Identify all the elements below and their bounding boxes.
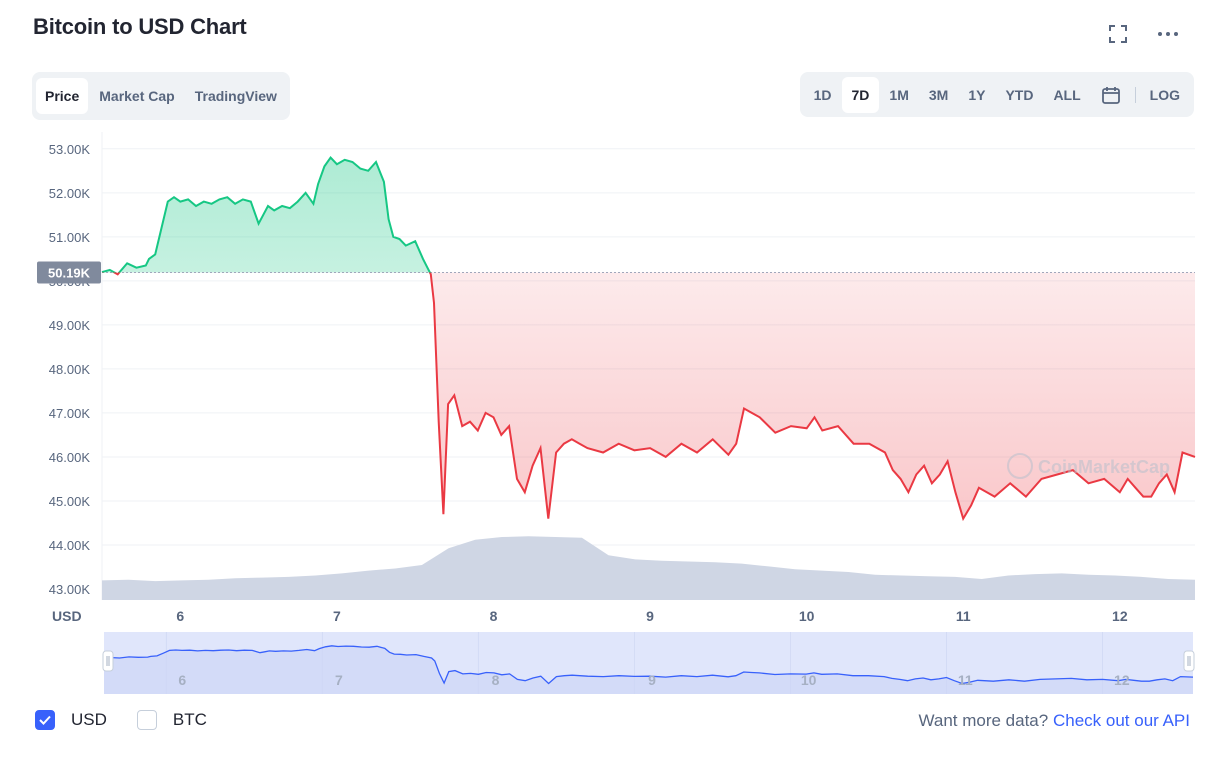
price-area-up: [102, 157, 430, 273]
reference-label: 50.19K: [37, 261, 101, 284]
btc-checkbox-label: BTC: [172, 710, 207, 729]
range-tab-3m[interactable]: 3M: [928, 86, 949, 103]
range-tabs: 1D 7D 1M 3M 1Y YTD ALL LOG: [799, 72, 1194, 117]
navigator-line: [103, 645, 1194, 685]
navigator-tick-label: 11: [958, 672, 973, 688]
price-line-down: [102, 272, 1196, 522]
range-tab-7d[interactable]: 7D: [841, 76, 880, 113]
y-tick-label: 43.00K: [49, 582, 91, 597]
reference-label-bg: [37, 261, 101, 284]
tab-tradingview[interactable]: TradingView: [194, 88, 277, 104]
page-title: Bitcoin to USD Chart: [33, 14, 247, 39]
price-area-down: [102, 272, 1195, 519]
chart-type-tabs: Price Market Cap TradingView: [32, 72, 290, 120]
api-link[interactable]: Check out our API: [1052, 711, 1190, 730]
calendar-icon[interactable]: [1091, 77, 1131, 113]
watermark: CoinMarketCap: [1007, 453, 1170, 479]
log-toggle-button[interactable]: LOG: [1149, 86, 1180, 103]
navigator-tick-label: 9: [648, 672, 656, 688]
price-area: [102, 157, 1195, 519]
x-tick-label: 11: [956, 608, 971, 624]
more-data-text: Want more data? Check out our API: [918, 711, 1190, 731]
divider: [1134, 86, 1136, 103]
navigator-area: [104, 645, 1193, 694]
y-tick-label: 51.00K: [49, 230, 91, 245]
y-tick-label: 49.00K: [49, 318, 91, 333]
y-tick-label: 48.00K: [49, 362, 91, 377]
range-tab-1m[interactable]: 1M: [889, 86, 909, 103]
x-axis-ticks: USD 6 7 8 9 10 11 12: [52, 608, 1128, 624]
range-tab-ytd[interactable]: YTD: [1005, 86, 1034, 103]
reference-label-text: 50.19K: [48, 265, 91, 280]
range-tab-1d[interactable]: 1D: [813, 86, 832, 103]
navigator-tick-label: 12: [1114, 672, 1130, 688]
x-tick-label: 9: [646, 608, 654, 624]
volume-area: [102, 536, 1195, 600]
x-tick-label: 8: [490, 608, 498, 624]
more-data-prompt: Want more data?: [918, 711, 1049, 730]
range-tab-all[interactable]: ALL: [1053, 86, 1081, 103]
watermark-logo-icon: [1007, 453, 1033, 479]
navigator-tick-label: 8: [492, 672, 500, 688]
usd-checkbox-label: USD: [71, 710, 107, 729]
navigator-tick-label: 7: [335, 672, 343, 688]
y-tick-label: 46.00K: [49, 450, 91, 465]
fullscreen-icon[interactable]: [1106, 22, 1130, 46]
more-icon[interactable]: [1156, 22, 1180, 46]
y-tick-label: 52.00K: [49, 186, 91, 201]
tab-market-cap[interactable]: Market Cap: [99, 88, 175, 104]
checkbox-box: [136, 710, 157, 730]
tab-price[interactable]: Price: [36, 78, 89, 114]
y-tick-label: 45.00K: [49, 494, 91, 509]
checkmark-icon: [35, 710, 55, 730]
x-tick-label: 6: [176, 608, 184, 624]
price-chart[interactable]: CoinMarketCap 53.00K52.00K51.00K50.00K49…: [0, 0, 1218, 700]
price-line-up: [101, 156, 432, 273]
navigator-handle-right[interactable]: [1183, 650, 1195, 672]
navigator-tick-label: 6: [178, 672, 186, 688]
y-axis-ticks: 53.00K52.00K51.00K50.00K49.00K48.00K47.0…: [49, 142, 91, 597]
navigator-tick-label: 10: [801, 672, 817, 688]
x-tick-label: 7: [333, 608, 341, 624]
y-tick-label: 44.00K: [49, 538, 91, 553]
volume-area-path: [102, 536, 1195, 600]
x-axis-unit-label: USD: [52, 608, 82, 624]
x-tick-label: 10: [799, 608, 815, 624]
price-lines: [101, 156, 1196, 522]
btc-checkbox[interactable]: BTC: [136, 710, 207, 730]
range-tab-1y[interactable]: 1Y: [968, 86, 986, 103]
y-tick-label: 53.00K: [49, 142, 91, 157]
watermark-text: CoinMarketCap: [1038, 457, 1170, 477]
navigator-handle-left[interactable]: [102, 650, 114, 672]
usd-checkbox[interactable]: USD: [35, 710, 107, 730]
x-tick-label: 12: [1112, 608, 1128, 624]
y-tick-label: 47.00K: [49, 406, 91, 421]
range-navigator: 6 7 8 9 10 11 12: [102, 632, 1195, 694]
